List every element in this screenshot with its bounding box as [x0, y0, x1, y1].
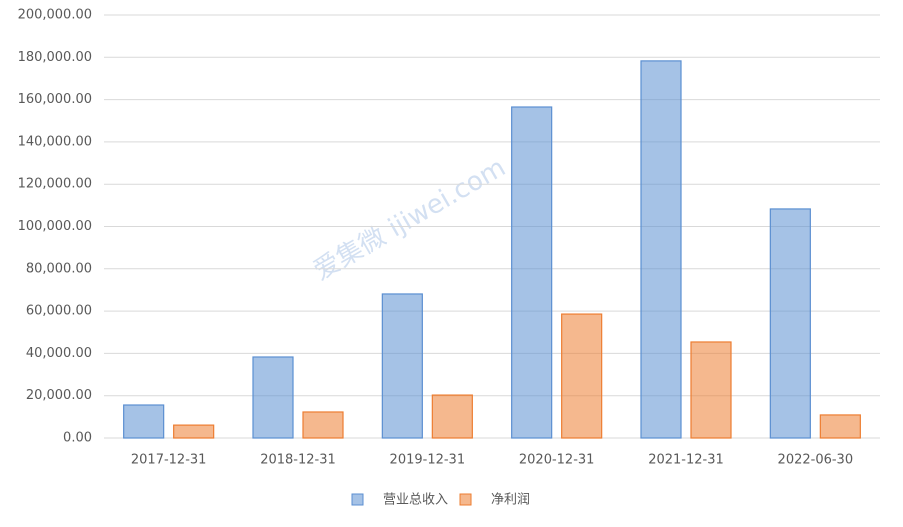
- y-tick-label: 80,000.00: [26, 261, 92, 276]
- y-tick-label: 20,000.00: [26, 388, 92, 403]
- y-tick-label: 200,000.00: [18, 8, 92, 23]
- y-tick-label: 40,000.00: [26, 346, 92, 361]
- y-tick-label: 180,000.00: [18, 50, 92, 65]
- bar: [431, 394, 473, 439]
- bar: [690, 341, 732, 439]
- bar: [302, 411, 344, 439]
- bar: [123, 404, 165, 439]
- legend-swatch: [351, 493, 364, 506]
- legend-label: 净利润: [491, 493, 530, 508]
- legend-swatch: [459, 493, 472, 506]
- bar: [173, 424, 215, 439]
- watermark: 爱集微 ijiwei.com: [309, 153, 511, 287]
- legend-label: 营业总收入: [383, 493, 448, 508]
- bar: [819, 414, 861, 439]
- y-tick-label: 0.00: [63, 431, 92, 446]
- y-tick-label: 160,000.00: [18, 92, 92, 107]
- x-tick-label: 2017-12-31: [131, 453, 207, 468]
- bar: [511, 106, 553, 439]
- x-tick-label: 2019-12-31: [390, 453, 466, 468]
- y-tick-label: 100,000.00: [18, 219, 92, 234]
- bar: [561, 313, 603, 439]
- y-tick-label: 120,000.00: [18, 177, 92, 192]
- bar: [640, 60, 682, 439]
- x-tick-label: 2018-12-31: [260, 453, 336, 468]
- x-tick-label: 2021-12-31: [648, 453, 724, 468]
- bar: [252, 356, 294, 439]
- x-tick-label: 2022-06-30: [778, 453, 854, 468]
- bar: [381, 293, 423, 439]
- bar: [769, 208, 811, 439]
- y-tick-label: 140,000.00: [18, 134, 92, 149]
- x-tick-label: 2020-12-31: [519, 453, 595, 468]
- y-tick-label: 60,000.00: [26, 304, 92, 319]
